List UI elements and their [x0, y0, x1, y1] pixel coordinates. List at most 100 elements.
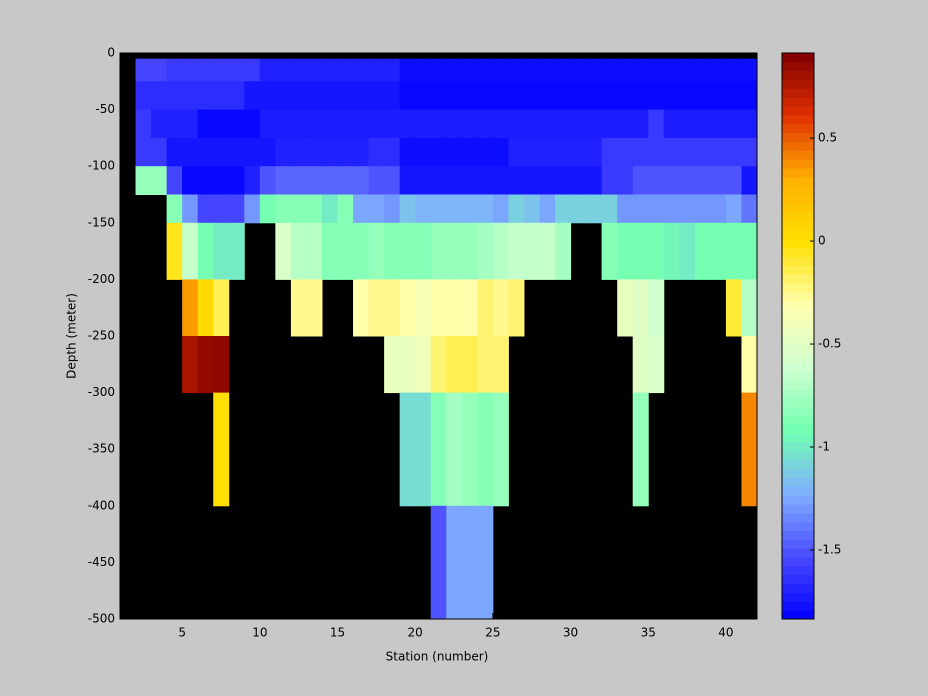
cell — [430, 166, 447, 195]
cell — [321, 166, 339, 195]
cell — [415, 336, 432, 394]
cell — [228, 109, 245, 139]
cell — [368, 137, 385, 167]
colorbar-band — [782, 477, 814, 487]
cell — [555, 81, 572, 111]
cell — [446, 194, 463, 224]
cell — [321, 222, 339, 280]
cell — [601, 222, 618, 280]
colorbar-band — [782, 530, 814, 540]
cell — [368, 58, 385, 82]
cell — [477, 166, 494, 195]
colorbar-band — [782, 583, 814, 593]
cell — [384, 166, 401, 195]
cell — [182, 336, 199, 394]
cell — [663, 166, 680, 195]
colorbar-band — [782, 610, 814, 620]
cell — [135, 58, 152, 82]
cell — [353, 81, 370, 111]
colorbar-band — [782, 565, 814, 576]
cell — [399, 81, 416, 111]
cell — [244, 81, 261, 111]
colorbar-band — [782, 70, 814, 81]
cell — [166, 81, 183, 111]
cell — [523, 166, 540, 195]
cell — [353, 166, 370, 195]
cell — [555, 194, 572, 224]
colorbar-band — [782, 318, 814, 328]
colorbar-band — [782, 106, 814, 116]
cell — [710, 222, 727, 280]
cell — [197, 137, 214, 167]
cell — [663, 194, 680, 224]
cell — [710, 109, 727, 139]
colorbar-band — [782, 114, 814, 125]
cell — [617, 137, 634, 167]
cell — [508, 109, 525, 139]
cell — [415, 81, 432, 111]
cell — [228, 166, 245, 195]
cell — [725, 194, 742, 224]
cell — [632, 109, 649, 139]
colorbar-band — [782, 123, 814, 134]
y-tick-label: -50 — [95, 102, 115, 116]
x-tick-label: 35 — [641, 626, 656, 640]
colorbar-band — [782, 212, 814, 222]
cell — [135, 137, 152, 167]
cell — [710, 137, 727, 167]
cell — [492, 222, 509, 280]
cell — [663, 137, 680, 167]
cell — [648, 194, 665, 224]
cell — [415, 222, 432, 280]
cell — [555, 58, 572, 82]
cell — [446, 58, 463, 82]
cell — [197, 81, 214, 111]
colorbar-band — [782, 300, 814, 310]
cell — [337, 137, 354, 167]
cell — [508, 58, 525, 82]
cell — [166, 222, 183, 280]
colorbar-band — [782, 336, 814, 346]
colorbar-band — [782, 601, 814, 611]
cell — [648, 222, 665, 280]
cell — [601, 137, 618, 167]
cell — [275, 137, 292, 167]
cell — [555, 109, 572, 139]
cell — [492, 166, 509, 195]
cell — [166, 194, 183, 224]
y-tick-label: -300 — [88, 385, 115, 399]
cell — [508, 194, 525, 224]
cell — [741, 336, 758, 394]
cell — [632, 222, 649, 280]
cell — [213, 222, 230, 280]
cell — [461, 58, 478, 82]
cell — [523, 194, 540, 224]
colorbar-band — [782, 504, 814, 514]
cell — [415, 58, 432, 82]
cell — [228, 137, 245, 167]
colorbar-band — [782, 238, 814, 249]
cell — [151, 166, 168, 195]
colorbar-band — [782, 362, 814, 372]
cell — [321, 194, 339, 224]
cell — [477, 81, 494, 111]
colorbar-band — [782, 459, 814, 470]
colorbar-band — [782, 150, 814, 160]
cell — [415, 137, 432, 167]
cell — [710, 166, 727, 195]
cell — [415, 166, 432, 195]
cell — [477, 222, 494, 280]
cell — [430, 194, 447, 224]
cell — [275, 81, 292, 111]
cell — [601, 194, 618, 224]
y-tick-label: -400 — [88, 498, 115, 512]
cell — [337, 109, 354, 139]
cell — [430, 58, 447, 82]
cell — [213, 58, 230, 82]
cell — [197, 109, 214, 139]
cell — [337, 166, 354, 195]
colorbar-band — [782, 468, 814, 478]
cell — [679, 137, 696, 167]
cell — [555, 222, 572, 280]
cell — [492, 279, 509, 337]
